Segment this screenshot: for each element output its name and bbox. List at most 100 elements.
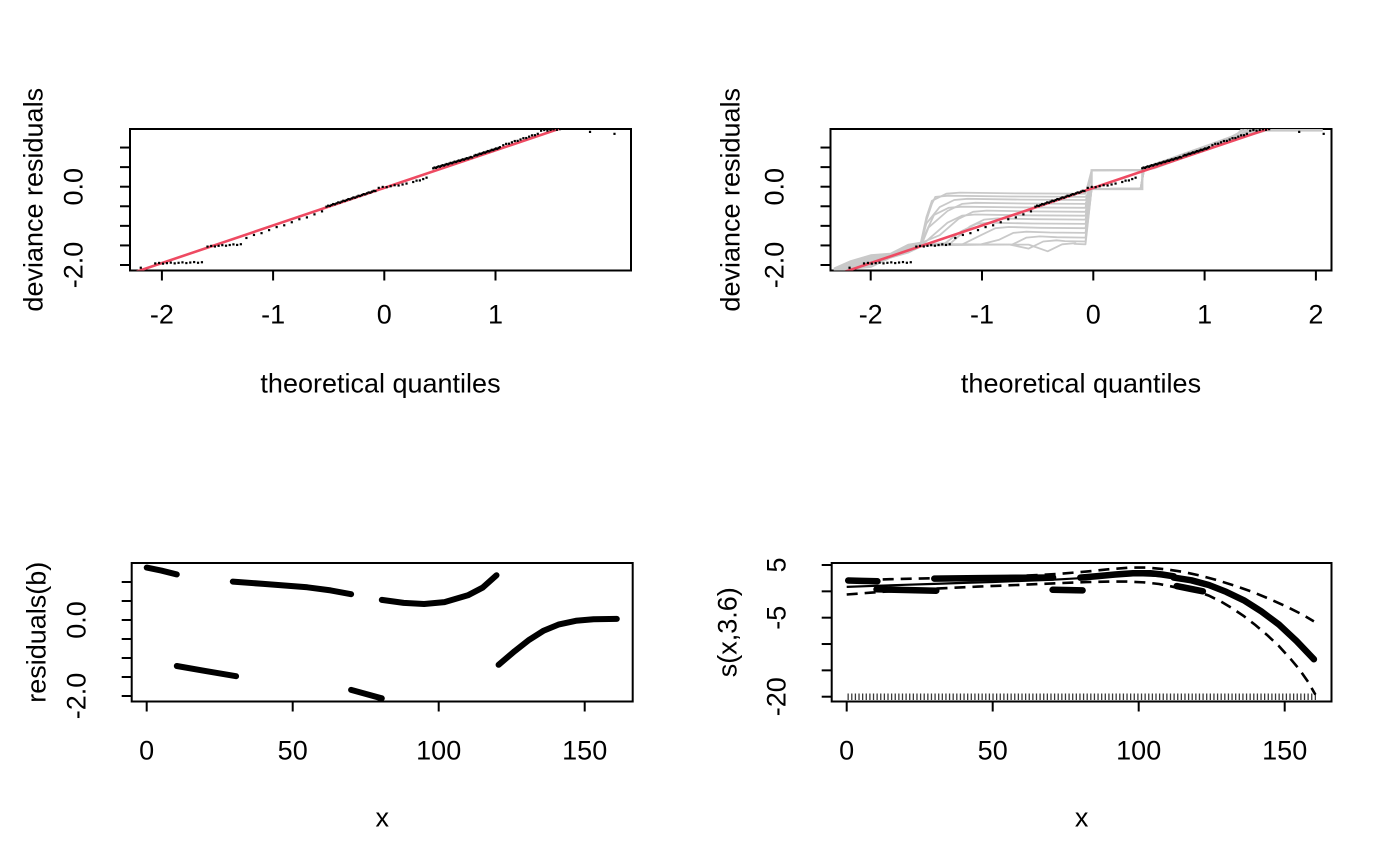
- qq-point: [1231, 137, 1234, 140]
- qq-point: [999, 221, 1002, 224]
- series-group: [135, 129, 616, 271]
- qq-point: [139, 266, 142, 269]
- qq-point: [193, 260, 196, 264]
- qq-point: [862, 262, 866, 265]
- qq-point: [1255, 129, 1258, 132]
- qq-point: [1165, 160, 1168, 163]
- qq-point: [327, 204, 330, 207]
- qq-point: [422, 177, 425, 181]
- qq-point: [1206, 146, 1209, 150]
- qq-point: [1258, 129, 1261, 132]
- partial-residual-cluster: [1077, 569, 1177, 581]
- qq-point: [1046, 201, 1049, 204]
- qq-point: [1041, 202, 1044, 206]
- y-tick-label: -5: [762, 606, 792, 630]
- qq-point: [154, 262, 157, 265]
- y-axis-title: deviance residuals: [716, 88, 746, 312]
- qq-point: [481, 152, 484, 155]
- plot-box: [830, 562, 1333, 703]
- qq-point: [442, 164, 446, 167]
- qq-point: [342, 199, 345, 202]
- qq-point: [330, 203, 333, 207]
- qq-point: [1154, 162, 1157, 166]
- partial-residual-cluster: [1049, 586, 1086, 594]
- qq-point: [922, 245, 925, 248]
- qq-point: [1187, 152, 1190, 155]
- qq-point: [290, 221, 293, 224]
- qq-point: [372, 189, 375, 192]
- qq-points: [139, 129, 616, 269]
- qq-point: [984, 225, 987, 229]
- qq-point: [948, 243, 951, 246]
- qq-point: [1268, 129, 1271, 131]
- qq-point: [886, 261, 889, 264]
- qq-point: [217, 244, 220, 247]
- qq-point: [340, 200, 343, 203]
- qq-point: [328, 204, 331, 208]
- qq-point: [482, 151, 485, 154]
- qq-point: [528, 135, 531, 138]
- qq-point: [519, 138, 522, 141]
- qq-point: [367, 191, 370, 194]
- qq-point: [355, 195, 358, 198]
- x-tick-label: -2: [150, 300, 174, 330]
- qq-point: [555, 129, 558, 131]
- qq-point: [485, 150, 488, 153]
- qq-point: [196, 261, 200, 264]
- qq-point: [1037, 204, 1040, 208]
- qq-point: [200, 261, 204, 264]
- qq-point: [385, 186, 388, 189]
- qq-point: [377, 186, 380, 189]
- qq-point: [401, 183, 404, 186]
- qq-point: [337, 201, 340, 204]
- qq-point: [1131, 177, 1134, 181]
- qq-point: [613, 132, 616, 135]
- y-tick-label: 5: [762, 557, 792, 572]
- qq-point: [267, 229, 271, 232]
- qq-point: [522, 137, 525, 140]
- qq-point: [450, 162, 454, 165]
- qq-point: [352, 196, 355, 199]
- qq-point: [497, 146, 500, 150]
- qq-point: [1151, 164, 1155, 167]
- qq-point: [870, 262, 873, 265]
- qq-point: [213, 245, 217, 248]
- qq-point: [1114, 182, 1117, 185]
- y-tick-label: -2.0: [59, 242, 89, 289]
- qq-point: [1185, 154, 1188, 157]
- qq-point: [1143, 166, 1147, 170]
- qq-point: [370, 190, 374, 193]
- qq-point: [1149, 164, 1152, 168]
- qq-point: [1217, 142, 1220, 145]
- qq-point: [333, 203, 337, 206]
- qq-point: [1098, 185, 1101, 188]
- qq-point: [1242, 134, 1246, 137]
- qq-point: [445, 162, 448, 166]
- qq-point: [533, 134, 536, 137]
- qq-point: [1252, 129, 1255, 132]
- qq-point: [1207, 146, 1211, 149]
- partial-residual-cluster: [931, 574, 1057, 582]
- qq-point: [1068, 194, 1071, 198]
- qq-point: [930, 244, 933, 247]
- qq-point: [418, 179, 421, 182]
- qq-point: [513, 139, 516, 143]
- qq-point: [1170, 158, 1173, 161]
- qq-point: [488, 150, 491, 153]
- qq-point: [441, 164, 444, 167]
- qq-point: [1051, 199, 1054, 202]
- partial-residual-cluster: [1173, 582, 1207, 595]
- qq-point: [456, 160, 459, 163]
- ci-upper-dashed: [846, 566, 1315, 623]
- qq-point: [882, 262, 885, 265]
- residual-segment: [229, 578, 355, 598]
- qq-point: [1211, 144, 1214, 147]
- qq-point: [1036, 204, 1039, 207]
- qq-point: [992, 224, 995, 227]
- qq-point: [332, 202, 335, 206]
- qq-point: [486, 149, 489, 153]
- qq-point: [438, 165, 442, 168]
- qq-point: [976, 229, 980, 232]
- qq-point: [909, 261, 912, 264]
- qq-point: [848, 266, 851, 269]
